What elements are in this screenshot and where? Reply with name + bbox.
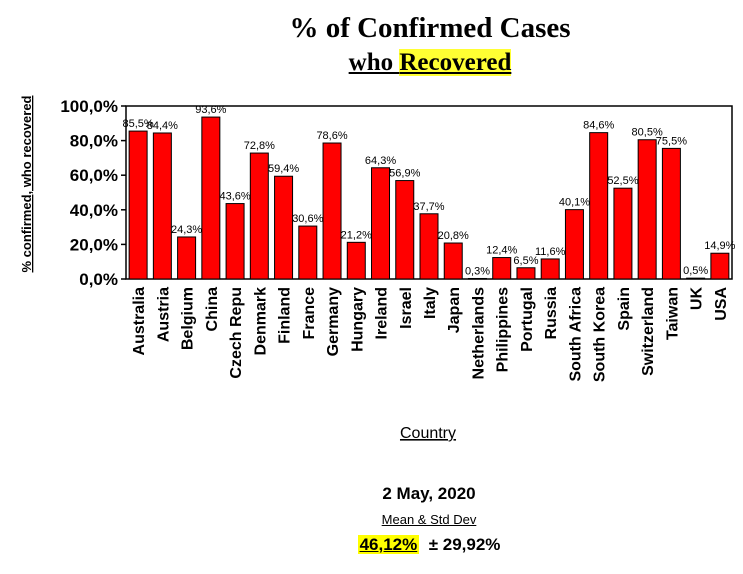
bar — [564, 209, 584, 280]
category-label: Germany — [325, 287, 342, 356]
bar — [322, 142, 342, 280]
y-axis-label: % confirmed, who recovered — [19, 95, 34, 272]
category-label: UK — [689, 287, 706, 311]
category-label: Philippines — [495, 287, 512, 372]
x-axis-label: Country — [400, 425, 456, 442]
data-label: 52,5% — [607, 175, 638, 187]
data-label: 59,4% — [268, 163, 299, 175]
bar — [686, 277, 706, 280]
footer-date: 2 May, 2020 — [382, 484, 476, 503]
category-label: Austria — [155, 287, 172, 342]
category-label: Russia — [543, 287, 560, 340]
bar — [516, 267, 536, 280]
category-label: Finland — [277, 287, 294, 344]
category-label: Australia — [131, 287, 148, 356]
data-label: 11,6% — [535, 246, 566, 258]
category-label: USA — [713, 287, 730, 321]
category-label: South Africa — [567, 287, 584, 382]
bar — [710, 252, 730, 280]
bar — [346, 241, 366, 280]
data-label: 43,6% — [219, 191, 250, 203]
bar — [613, 187, 633, 280]
y-tick-label: 80,0% — [70, 132, 118, 151]
data-label: 21,2% — [341, 229, 372, 241]
data-label: 80,5% — [632, 127, 663, 139]
bar — [395, 180, 415, 280]
data-label: 72,8% — [244, 140, 275, 152]
data-label: 84,6% — [583, 120, 614, 132]
bar — [128, 130, 148, 280]
y-tick-label: 20,0% — [70, 235, 118, 254]
bar — [661, 147, 681, 280]
data-label: 93,6% — [195, 104, 226, 116]
data-label: 85,5% — [123, 118, 154, 130]
data-label: 37,7% — [413, 201, 444, 213]
category-label: Portugal — [519, 287, 536, 352]
data-label: 75,5% — [656, 135, 687, 147]
bar — [637, 139, 657, 280]
data-label: 78,6% — [316, 130, 347, 142]
bar — [274, 175, 294, 280]
data-label: 40,1% — [559, 197, 590, 209]
data-label: 84,4% — [147, 120, 178, 132]
data-label: 64,3% — [365, 155, 396, 167]
y-tick-label: 40,0% — [70, 201, 118, 220]
data-label: 6,5% — [513, 255, 538, 267]
chart-title: % of Confirmed Cases — [289, 12, 571, 44]
data-label: 0,3% — [465, 265, 490, 277]
data-label: 30,6% — [292, 213, 323, 225]
bar — [249, 152, 269, 280]
category-label: Ireland — [374, 287, 391, 339]
category-label: Netherlands — [470, 287, 487, 380]
bar — [419, 213, 439, 280]
category-label: Japan — [446, 287, 463, 333]
category-label: South Korea — [592, 287, 609, 382]
bar — [371, 167, 391, 280]
mean-value: 46,12% — [357, 535, 420, 554]
bar — [443, 242, 463, 280]
data-label: 0,5% — [683, 265, 708, 277]
y-tick-label: 60,0% — [70, 166, 118, 185]
category-label: France — [301, 287, 318, 340]
bar — [152, 132, 172, 280]
category-label: Denmark — [252, 287, 269, 356]
bar — [177, 236, 197, 280]
subtitle-prefix: who — [348, 49, 400, 76]
bar — [298, 225, 318, 280]
category-label: Hungary — [349, 287, 366, 352]
category-label: Israel — [398, 287, 415, 329]
chart-subtitle: who Recovered — [0, 49, 743, 77]
y-tick-label: 100,0% — [60, 97, 118, 116]
category-label: Italy — [422, 287, 439, 319]
category-label: Belgium — [180, 287, 197, 350]
category-label: Taiwan — [664, 287, 681, 340]
footer-values: 46,12% ± 29,92% — [0, 535, 743, 555]
bar — [467, 277, 487, 280]
data-label: 20,8% — [438, 230, 469, 242]
category-label: Switzerland — [640, 287, 657, 376]
data-label: 24,3% — [171, 224, 202, 236]
bar — [540, 258, 560, 280]
category-label: Spain — [616, 287, 633, 331]
footer-stat-label: Mean & Std Dev — [381, 512, 477, 527]
bar — [589, 132, 609, 280]
bar — [201, 116, 221, 280]
category-label: China — [204, 287, 221, 332]
y-tick-label: 0,0% — [79, 270, 118, 289]
data-label: 56,9% — [389, 168, 420, 180]
category-label: Czech Repu — [228, 287, 245, 379]
data-label: 12,4% — [486, 245, 517, 257]
bar — [492, 257, 512, 280]
subtitle-highlight: Recovered — [399, 49, 512, 76]
bar — [225, 203, 245, 280]
bar-chart: 0,0% 20,0% 40,0% 60,0% 80,0% 100,0% % confirme… — [19, 95, 736, 442]
data-label: 14,9% — [704, 240, 735, 252]
std-value: ± 29,92% — [428, 535, 501, 554]
